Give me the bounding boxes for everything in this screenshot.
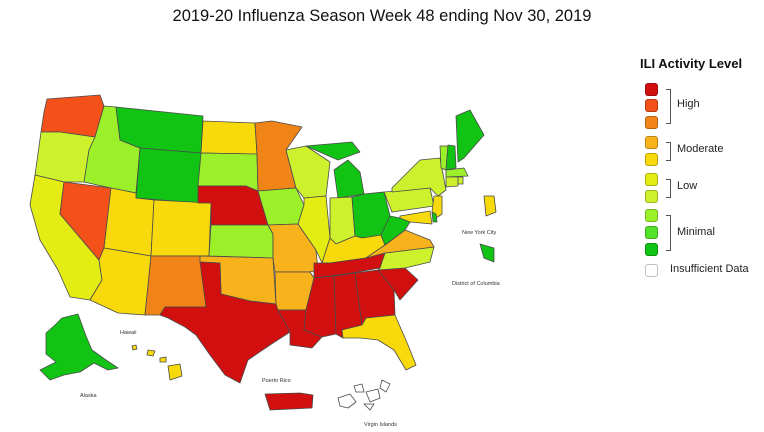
state-CT[interactable] — [445, 176, 459, 188]
state-ND[interactable] — [200, 120, 258, 155]
state-MI[interactable] — [305, 141, 365, 199]
state-FL[interactable] — [341, 314, 417, 371]
label-puerto-rico: Puerto Rico — [262, 378, 291, 384]
state-NM[interactable] — [144, 255, 210, 316]
state-CO[interactable] — [150, 199, 212, 257]
state-VI[interactable] — [337, 379, 391, 411]
legend-bracket-high — [666, 89, 671, 124]
legend-swatch-3 — [645, 209, 658, 222]
legend: ILI Activity Level High Moderate Low Min… — [640, 56, 764, 277]
state-PR[interactable] — [264, 392, 314, 411]
legend-swatch-7 — [645, 136, 658, 149]
legend-label-moderate: Moderate — [677, 143, 724, 155]
state-IN[interactable] — [329, 196, 356, 245]
state-MA[interactable] — [445, 167, 469, 178]
label-district-of-columbia: District of Columbia — [452, 281, 501, 287]
legend-swatch-6 — [645, 153, 658, 166]
legend-label-low: Low — [677, 180, 698, 192]
legend-label-insufficient: Insufficient Data — [670, 263, 749, 275]
state-SD[interactable] — [197, 152, 259, 192]
state-HI[interactable] — [131, 344, 183, 381]
legend-swatch-4 — [645, 190, 658, 203]
label-hawaii: Hawaii — [120, 330, 137, 336]
state-KS[interactable] — [208, 224, 274, 259]
label-virgin-islands: Virgin Islands — [364, 422, 397, 428]
legend-bracket-low — [666, 179, 671, 198]
state-ME[interactable] — [455, 109, 485, 163]
state-MD[interactable] — [399, 210, 433, 225]
state-PA[interactable] — [383, 187, 435, 213]
legend-bracket-minimal — [666, 215, 671, 251]
legend-swatch-1 — [645, 243, 658, 256]
legend-title: ILI Activity Level — [640, 56, 743, 71]
state-IL[interactable] — [297, 195, 331, 264]
legend-swatch-10 — [645, 83, 658, 96]
legend-label-high: High — [677, 98, 700, 110]
state-NYC[interactable] — [483, 195, 497, 217]
state-NJ[interactable] — [431, 195, 443, 219]
legend-swatch-0 — [645, 264, 658, 277]
state-RI[interactable] — [457, 176, 464, 185]
state-AK[interactable] — [39, 313, 119, 381]
state-DC[interactable] — [479, 243, 495, 263]
state-NY[interactable] — [391, 157, 447, 197]
legend-label-minimal: Minimal — [677, 226, 715, 238]
legend-bracket-moderate — [666, 142, 671, 161]
legend-swatch-9 — [645, 99, 658, 112]
legend-swatch-2 — [645, 226, 658, 239]
label-alaska: Alaska — [80, 393, 97, 399]
legend-swatch-5 — [645, 173, 658, 186]
state-TX[interactable] — [159, 261, 291, 384]
state-NH[interactable] — [445, 144, 457, 171]
state-WY[interactable] — [135, 147, 202, 204]
map-title: 2019-20 Influenza Season Week 48 ending … — [172, 7, 592, 25]
label-new-york-city: New York City — [462, 230, 496, 236]
legend-swatch-8 — [645, 116, 658, 129]
state-DE[interactable] — [431, 211, 438, 223]
state-WA[interactable] — [40, 94, 105, 138]
